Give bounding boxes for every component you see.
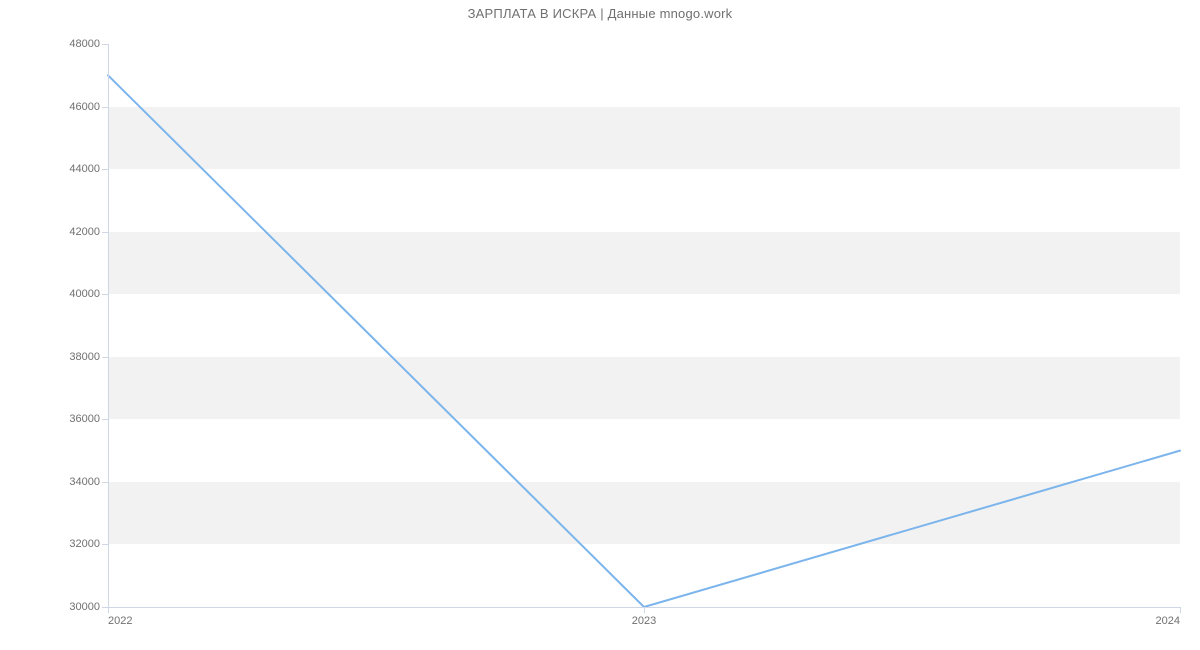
y-tick	[102, 232, 108, 233]
y-tick	[102, 169, 108, 170]
y-tick-label: 44000	[69, 163, 100, 175]
y-axis-line	[108, 44, 109, 607]
y-tick	[102, 482, 108, 483]
y-tick-label: 34000	[69, 476, 100, 488]
chart-title: ЗАРПЛАТА В ИСКРА | Данные mnogo.work	[0, 6, 1200, 21]
y-tick-label: 46000	[69, 101, 100, 113]
y-tick	[102, 357, 108, 358]
y-tick	[102, 44, 108, 45]
y-tick	[102, 107, 108, 108]
y-tick-label: 36000	[69, 413, 100, 425]
x-tick-label: 2022	[108, 615, 132, 627]
y-tick-label: 38000	[69, 351, 100, 363]
y-tick-label: 42000	[69, 226, 100, 238]
y-tick-label: 32000	[69, 538, 100, 550]
x-tick	[108, 607, 109, 613]
x-tick	[644, 607, 645, 613]
y-tick	[102, 544, 108, 545]
series-salary	[108, 75, 1180, 607]
y-tick-label: 30000	[69, 601, 100, 613]
salary-chart: ЗАРПЛАТА В ИСКРА | Данные mnogo.work 300…	[0, 0, 1200, 650]
x-tick	[1180, 607, 1181, 613]
y-tick	[102, 294, 108, 295]
y-tick-label: 40000	[69, 288, 100, 300]
x-tick-label: 2023	[632, 615, 656, 627]
x-tick-label: 2024	[1156, 615, 1180, 627]
y-tick-label: 48000	[69, 38, 100, 50]
series-line	[108, 44, 1180, 607]
plot-area: 3000032000340003600038000400004200044000…	[108, 44, 1180, 607]
y-tick	[102, 419, 108, 420]
